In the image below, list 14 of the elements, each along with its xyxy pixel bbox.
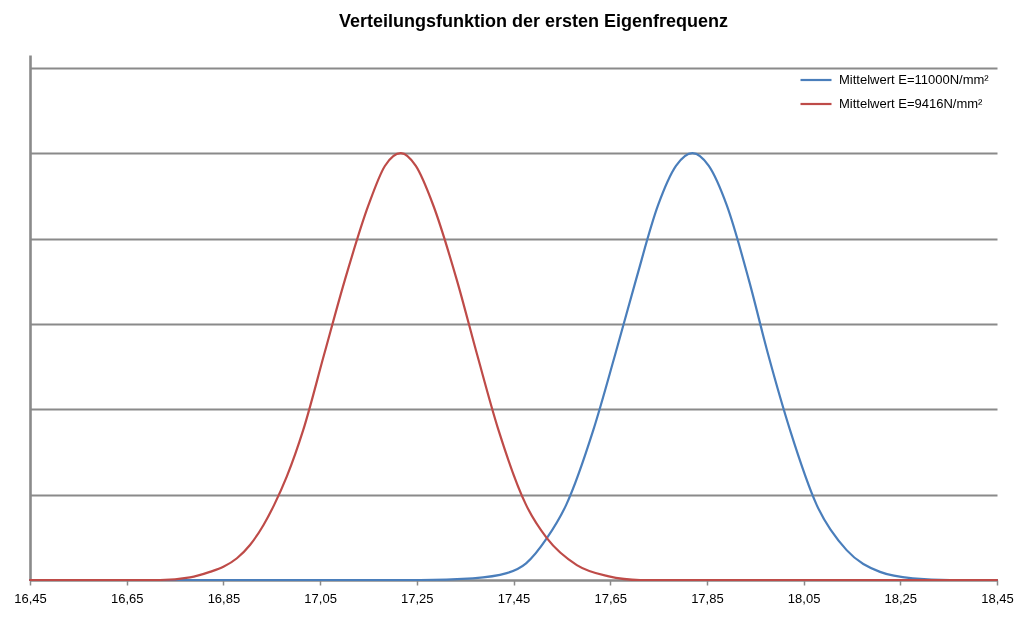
x-tick-label: 18,45 [981,590,1014,606]
x-tick-label: 17,85 [691,590,724,606]
x-tick-label: 17,45 [497,590,531,606]
x-tick-label: 17,65 [594,590,627,606]
x-tick-label: 16,45 [14,590,47,606]
chart-title: Verteilungsfunktion der ersten Eigenfrequenz [338,11,729,31]
legend-label: Mittelwert E=9416N/mm² [839,96,984,111]
x-tick-label: 18,25 [884,590,918,606]
x-tick-label: 17,25 [401,590,434,606]
legend-label: Mittelwert E=11000N/mm² [839,72,990,87]
x-tick-label: 18,05 [787,590,821,606]
x-tick-label: 16,85 [207,590,241,606]
x-tick-label: 17,05 [304,590,337,606]
x-tick-label: 16,65 [110,590,144,606]
